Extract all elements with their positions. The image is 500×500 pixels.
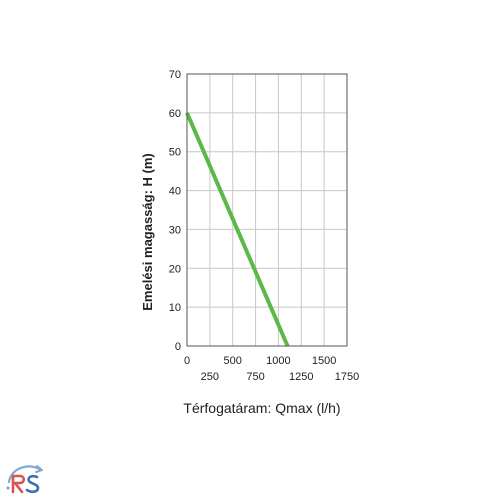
- x-axis-title: Térfogatáram: Qmax (l/h): [183, 400, 340, 416]
- x-tick-label: 750: [246, 371, 264, 383]
- y-tick-label: 70: [169, 69, 181, 81]
- x-tick-label: 0: [184, 355, 190, 367]
- chart-series: [185, 112, 290, 347]
- y-tick-label: 10: [169, 302, 181, 314]
- y-tick-label: 40: [169, 186, 181, 198]
- y-axis-ticks: 0 10 20 30 40 50 60 70: [169, 69, 181, 353]
- x-tick-label: 1500: [312, 355, 336, 367]
- series-line: [185, 112, 290, 347]
- plot-border: [186, 73, 348, 347]
- shop-logo-icon: [6, 465, 43, 494]
- x-tick-label: 1250: [289, 371, 313, 383]
- chart-grid: [187, 74, 347, 346]
- y-axis-title: Emelési magasság: H (m): [140, 153, 155, 311]
- x-tick-label: 500: [224, 355, 242, 367]
- y-tick-label: 20: [169, 263, 181, 275]
- plot-frame: [186, 73, 348, 347]
- y-tick-label: 50: [169, 147, 181, 159]
- x-tick-label: 250: [201, 371, 219, 383]
- x-tick-label: 1000: [266, 355, 290, 367]
- x-tick-label: 1750: [335, 371, 359, 383]
- y-tick-label: 0: [175, 341, 181, 353]
- y-tick-label: 30: [169, 224, 181, 236]
- y-tick-label: 60: [169, 108, 181, 120]
